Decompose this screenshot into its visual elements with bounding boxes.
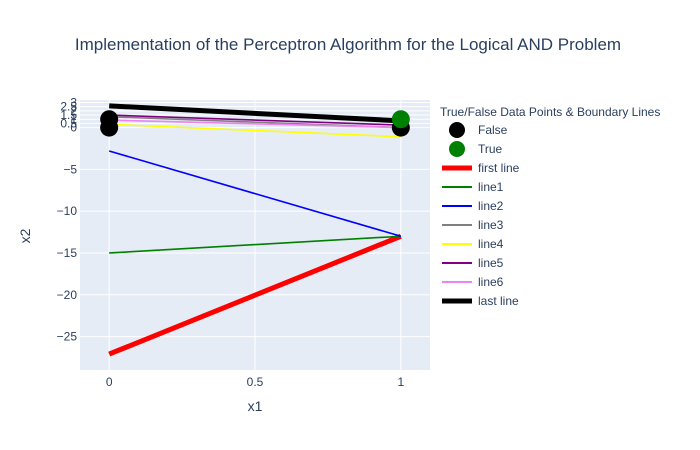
y-tick-label: −20 — [57, 288, 78, 302]
data-point-false — [100, 110, 119, 129]
series-line-1 — [109, 235, 401, 254]
legend-label: line3 — [478, 218, 504, 232]
y-tick-label: 3 — [70, 96, 77, 110]
legend: True/False Data Points & Boundary Lines … — [440, 105, 660, 308]
series-line-7 — [109, 103, 401, 124]
x-tick-labels: 0 0.5 1 — [106, 375, 405, 389]
legend-swatch — [449, 122, 465, 138]
y-tick-label: 1.5 — [60, 108, 77, 122]
legend-label: True — [478, 142, 503, 156]
y-tick-label: 2 — [70, 104, 77, 118]
legend-title: True/False Data Points & Boundary Lines — [440, 105, 660, 119]
data-point-true — [391, 110, 410, 129]
legend-label: line4 — [478, 237, 504, 251]
legend-label: line6 — [478, 275, 504, 289]
y-tick-labels: 32.521.510.50 −5 −10 −15 −20 −25 — [57, 96, 78, 344]
y-tick-label: −15 — [57, 246, 78, 260]
series-line-6 — [109, 119, 401, 129]
x-tick-label: 1 — [397, 375, 404, 389]
series-line-5 — [109, 114, 401, 126]
y-tick-label: 0.5 — [60, 116, 77, 130]
series-line-4 — [109, 123, 401, 138]
legend-label: False — [478, 123, 508, 137]
legend-label: line2 — [478, 199, 504, 213]
series-lines — [108, 103, 402, 357]
y-tick-label: −25 — [57, 330, 78, 344]
legend-label: first line — [478, 161, 520, 175]
series-line-0 — [108, 233, 402, 357]
legend-swatch — [449, 141, 465, 157]
x-axis-title: x1 — [248, 398, 263, 414]
y-tick-label: 0 — [70, 121, 77, 135]
y-tick-label: 1 — [70, 112, 77, 126]
y-axis-title: x2 — [17, 228, 33, 243]
y-tick-label: −10 — [57, 204, 78, 218]
x-tick-label: 0 — [106, 375, 113, 389]
legend-label: line1 — [478, 180, 504, 194]
series-line-2 — [108, 150, 402, 238]
x-tick-label: 0.5 — [247, 375, 264, 389]
legend-label: last line — [478, 294, 519, 308]
y-tick-label: 2.5 — [60, 100, 77, 114]
legend-label: line5 — [478, 256, 504, 270]
chart-title: Implementation of the Perceptron Algorit… — [75, 35, 621, 54]
data-points — [100, 110, 410, 137]
y-tick-label: −5 — [63, 162, 77, 176]
